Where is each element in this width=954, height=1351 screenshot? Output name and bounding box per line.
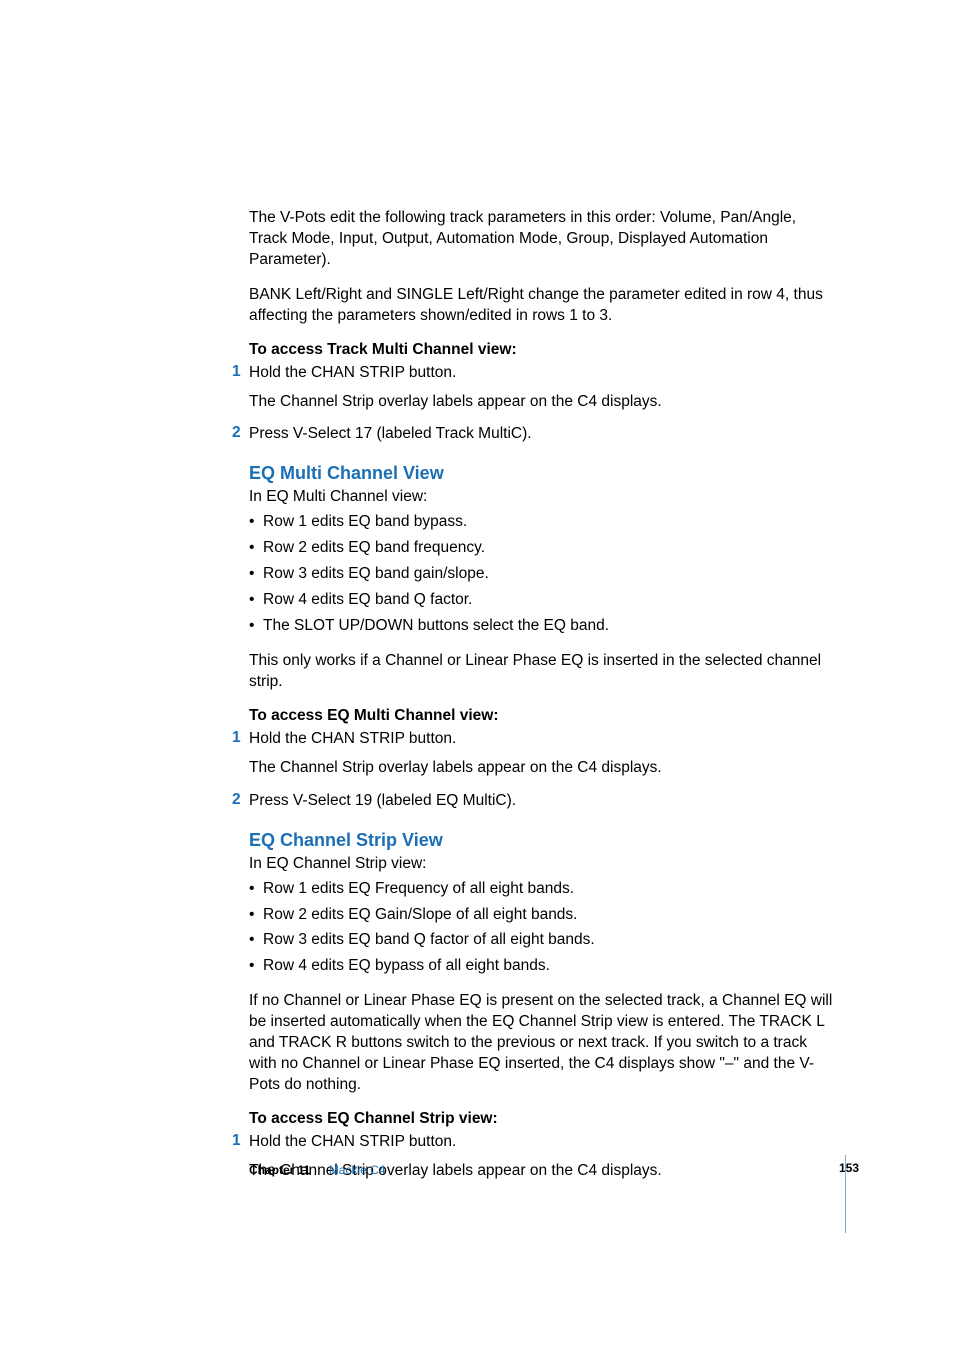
list-item: Row 2 edits EQ Gain/Slope of all eight b… <box>249 905 835 926</box>
paragraph: If no Channel or Linear Phase EQ is pres… <box>249 991 835 1096</box>
step-number: 1 <box>232 729 241 747</box>
step-text: Hold the CHAN STRIP button. <box>249 364 456 381</box>
step-number: 1 <box>232 363 241 381</box>
list-item: Row 4 edits EQ band Q factor. <box>249 590 835 611</box>
bullet-list: Row 1 edits EQ Frequency of all eight ba… <box>249 879 835 978</box>
page-footer: Chapter 11 Mackie C4 153 <box>249 1161 835 1179</box>
step-number: 2 <box>232 791 241 809</box>
section-intro: In EQ Multi Channel view: <box>249 488 835 506</box>
step: 1 Hold the CHAN STRIP button. The Channe… <box>249 363 835 413</box>
step-text: Hold the CHAN STRIP button. <box>249 1133 456 1150</box>
step: 1 Hold the CHAN STRIP button. The Channe… <box>249 729 835 779</box>
paragraph: BANK Left/Right and SINGLE Left/Right ch… <box>249 285 835 327</box>
section-heading-eq-multi: EQ Multi Channel View <box>249 463 835 484</box>
step-text: Hold the CHAN STRIP button. <box>249 730 456 747</box>
procedure-heading: To access EQ Multi Channel view: <box>249 707 835 725</box>
footer-title: Mackie C4 <box>329 1163 386 1177</box>
step-description: The Channel Strip overlay labels appear … <box>249 758 835 779</box>
step-text: Press V-Select 19 (labeled EQ MultiC). <box>249 792 516 809</box>
step: 2 Press V-Select 17 (labeled Track Multi… <box>249 424 835 445</box>
procedure-heading: To access Track Multi Channel view: <box>249 341 835 359</box>
step-number: 1 <box>232 1132 241 1150</box>
footer-chapter: Chapter 11 <box>249 1163 310 1177</box>
list-item: Row 4 edits EQ bypass of all eight bands… <box>249 956 835 977</box>
paragraph: The V-Pots edit the following track para… <box>249 208 835 271</box>
list-item: Row 3 edits EQ band gain/slope. <box>249 564 835 585</box>
page-content: The V-Pots edit the following track para… <box>249 208 835 1194</box>
section-track-access: To access Track Multi Channel view: 1 Ho… <box>249 341 835 446</box>
step: 2 Press V-Select 19 (labeled EQ MultiC). <box>249 791 835 812</box>
step-text: Press V-Select 17 (labeled Track MultiC)… <box>249 425 532 442</box>
step-description: The Channel Strip overlay labels appear … <box>249 392 835 413</box>
procedure-heading: To access EQ Channel Strip view: <box>249 1110 835 1128</box>
section-heading-eq-strip: EQ Channel Strip View <box>249 830 835 851</box>
list-item: Row 1 edits EQ band bypass. <box>249 512 835 533</box>
list-item: The SLOT UP/DOWN buttons select the EQ b… <box>249 616 835 637</box>
step-number: 2 <box>232 424 241 442</box>
paragraph: This only works if a Channel or Linear P… <box>249 651 835 693</box>
bullet-list: Row 1 edits EQ band bypass. Row 2 edits … <box>249 512 835 637</box>
list-item: Row 3 edits EQ band Q factor of all eigh… <box>249 930 835 951</box>
footer-page-number: 153 <box>839 1161 859 1175</box>
footer-rule <box>845 1155 846 1233</box>
list-item: Row 1 edits EQ Frequency of all eight ba… <box>249 879 835 900</box>
list-item: Row 2 edits EQ band frequency. <box>249 538 835 559</box>
section-intro: In EQ Channel Strip view: <box>249 855 835 873</box>
section-eqmulti-access: To access EQ Multi Channel view: 1 Hold … <box>249 707 835 812</box>
